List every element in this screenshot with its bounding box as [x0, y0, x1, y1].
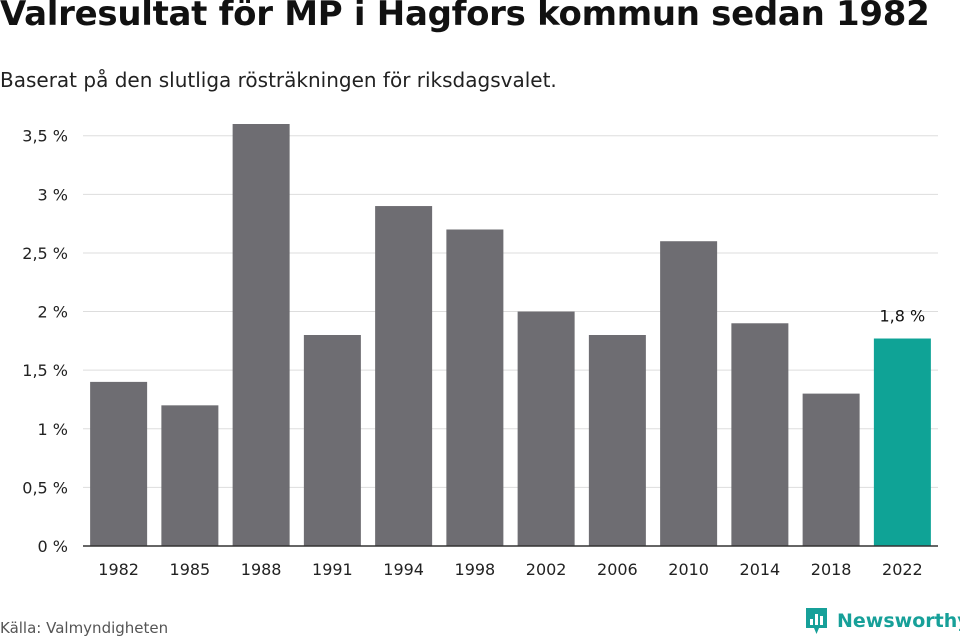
chart-title: Valresultat för MP i Hagfors kommun seda… [0, 0, 930, 34]
x-tick-label: 2014 [740, 560, 781, 579]
x-tick-label: 2010 [668, 560, 709, 579]
bar-1994 [375, 206, 433, 547]
x-tick-label: 2022 [882, 560, 923, 579]
bar-2010 [660, 241, 718, 546]
brand-name: Newsworthy [837, 610, 960, 632]
y-tick-label: 3,5 % [22, 127, 68, 146]
y-tick-label: 0 % [38, 537, 68, 556]
x-tick-label: 1998 [455, 560, 496, 579]
y-tick-label: 1,5 % [22, 361, 68, 380]
bar-1982 [90, 381, 148, 546]
x-tick-label: 2006 [597, 560, 638, 579]
bar-2002 [517, 311, 575, 546]
y-tick-label: 0,5 % [22, 478, 68, 497]
y-tick-label: 1 % [38, 420, 68, 439]
brand-logo: Newsworthy [804, 606, 960, 636]
bar-2022 [873, 338, 931, 546]
y-tick-label: 2 % [38, 303, 68, 322]
x-tick-label: 1985 [170, 560, 211, 579]
x-tick-label: 2002 [526, 560, 567, 579]
bar-1985 [161, 405, 219, 546]
source-note: Källa: Valmyndigheten [0, 619, 169, 637]
bar-chart: 0 % 0,5 % 1 % 1,5 % 2 % 2,5 % 3 % 3,5 % 1982 1985… [22, 124, 938, 579]
y-tick-label: 3 % [38, 185, 68, 204]
x-tick-label: 1988 [241, 560, 282, 579]
chart-subtitle: Baserat på den slutliga rösträkningen fö… [0, 68, 557, 92]
newsworthy-logo-icon [806, 608, 827, 634]
x-tick-label: 2018 [811, 560, 852, 579]
bar-1988 [232, 124, 290, 546]
bar-2006 [588, 335, 646, 546]
x-tick-label: 1991 [312, 560, 353, 579]
bar-1998 [446, 229, 504, 546]
x-tick-label: 1994 [383, 560, 424, 579]
y-tick-label: 2,5 % [22, 244, 68, 263]
data-label: 1,8 % [880, 307, 926, 326]
x-tick-label: 1982 [98, 560, 139, 579]
bar-2014 [731, 323, 789, 546]
bar-1991 [303, 335, 361, 546]
bar-2018 [802, 393, 860, 546]
